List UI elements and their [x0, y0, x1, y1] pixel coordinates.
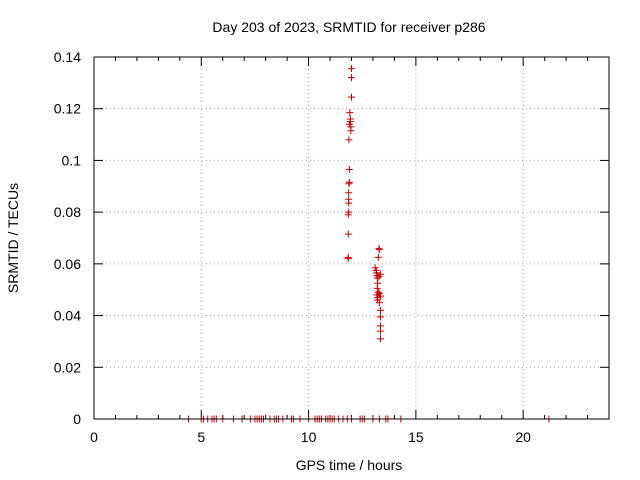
x-tick-label: 10	[301, 429, 317, 445]
y-tick-label: 0	[73, 411, 81, 427]
data-point	[346, 109, 354, 117]
y-tick-label: 0.14	[54, 49, 81, 65]
data-point	[345, 136, 353, 144]
y-tick-label: 0.08	[54, 204, 81, 220]
y-tick-label: 0.12	[54, 101, 81, 117]
data-point	[373, 284, 381, 292]
data-point	[344, 230, 352, 238]
x-axis-label: GPS time / hours	[296, 457, 403, 473]
data-point	[345, 178, 353, 186]
y-tick-label: 0.04	[54, 308, 81, 324]
y-tick-label: 0.02	[54, 359, 81, 375]
x-tick-label: 20	[515, 429, 531, 445]
data-point	[375, 273, 383, 281]
data-point	[348, 65, 355, 73]
data-points	[184, 65, 553, 423]
data-point	[348, 93, 355, 101]
plot-frame	[93, 56, 610, 420]
data-point	[376, 335, 384, 343]
data-point	[345, 165, 353, 173]
data-point	[376, 306, 384, 314]
data-point	[376, 313, 384, 321]
data-point	[347, 127, 355, 135]
data-point	[374, 253, 382, 261]
y-axis-label: SRMTID / TECUs	[5, 183, 21, 293]
data-point	[376, 327, 384, 335]
data-point	[375, 299, 383, 307]
data-point	[344, 255, 352, 263]
y-tick-label: 0.06	[54, 256, 81, 272]
chart-title: Day 203 of 2023, SRMTID for receiver p28…	[212, 19, 485, 35]
grid	[94, 57, 609, 419]
data-point	[345, 189, 353, 197]
data-point	[348, 74, 355, 82]
y-tick-label: 0.1	[62, 152, 82, 168]
x-tick-label: 15	[408, 429, 424, 445]
x-tick-label: 0	[90, 429, 98, 445]
x-tick-label: 5	[197, 429, 205, 445]
data-point	[345, 195, 353, 203]
axis-ticks: 0 5 10 15 20 0 0.02 0.04 0.06 0.08 0.1 0.12 0.14	[54, 49, 610, 445]
data-point	[345, 208, 353, 216]
data-point	[375, 246, 383, 254]
data-point	[376, 292, 384, 300]
